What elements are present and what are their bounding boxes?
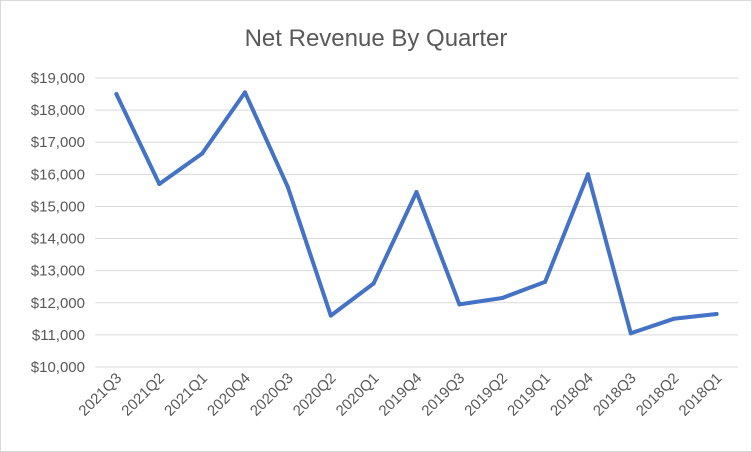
data-point [628,331,633,336]
x-tick-label: 2021Q2 [118,370,168,420]
x-tick-label: 2018Q3 [590,370,640,420]
y-tick-label: $11,000 [32,327,85,344]
x-tick-label: 2018Q4 [547,370,597,420]
data-point [414,190,419,194]
x-tick-label: 2018Q1 [676,370,726,420]
data-point [457,302,462,307]
chart-title: Net Revenue By Quarter [245,25,508,52]
y-axis-ticks: $10,000 $11,000 $12,000 $13,000 $14,000 $15,0… [31,70,85,376]
data-point [285,185,290,190]
y-tick-label: $15,000 [31,198,85,215]
data-point [671,316,676,321]
x-tick-label: 2020Q1 [333,370,383,420]
data-point [586,172,590,177]
data-point [500,296,505,300]
series-layer [114,90,719,336]
x-tick-label: 2020Q4 [204,370,254,420]
data-point [371,281,376,286]
data-point [543,279,548,284]
y-tick-label: $10,000 [31,359,85,376]
y-tick-label: $18,000 [31,102,85,119]
gridlines [95,77,738,368]
data-point [200,151,205,156]
x-tick-label: 2019Q4 [376,370,426,420]
x-tick-label: 2020Q2 [290,370,340,420]
x-tick-label: 2019Q1 [504,370,554,420]
x-tick-label: 2019Q2 [461,370,511,420]
data-point [243,90,247,95]
x-tick-label: 2018Q2 [633,370,683,420]
x-tick-label: 2021Q3 [75,370,125,420]
x-tick-label: 2021Q1 [161,370,211,420]
data-point [714,312,719,316]
y-tick-label: $17,000 [31,134,85,151]
data-point [157,182,162,186]
y-tick-label: $16,000 [31,166,85,183]
x-tick-label: 2020Q3 [247,370,297,420]
y-tick-label: $14,000 [31,231,85,248]
data-point [114,92,119,97]
x-tick-label: 2019Q3 [418,370,468,420]
x-axis-ticks: 2021Q32021Q22021Q12020Q42020Q32020Q22020… [75,370,725,420]
data-point [328,313,333,318]
y-tick-label: $19,000 [31,70,85,87]
series-line [114,90,719,336]
y-tick-label: $13,000 [31,263,85,280]
y-tick-label: $12,000 [31,295,85,312]
